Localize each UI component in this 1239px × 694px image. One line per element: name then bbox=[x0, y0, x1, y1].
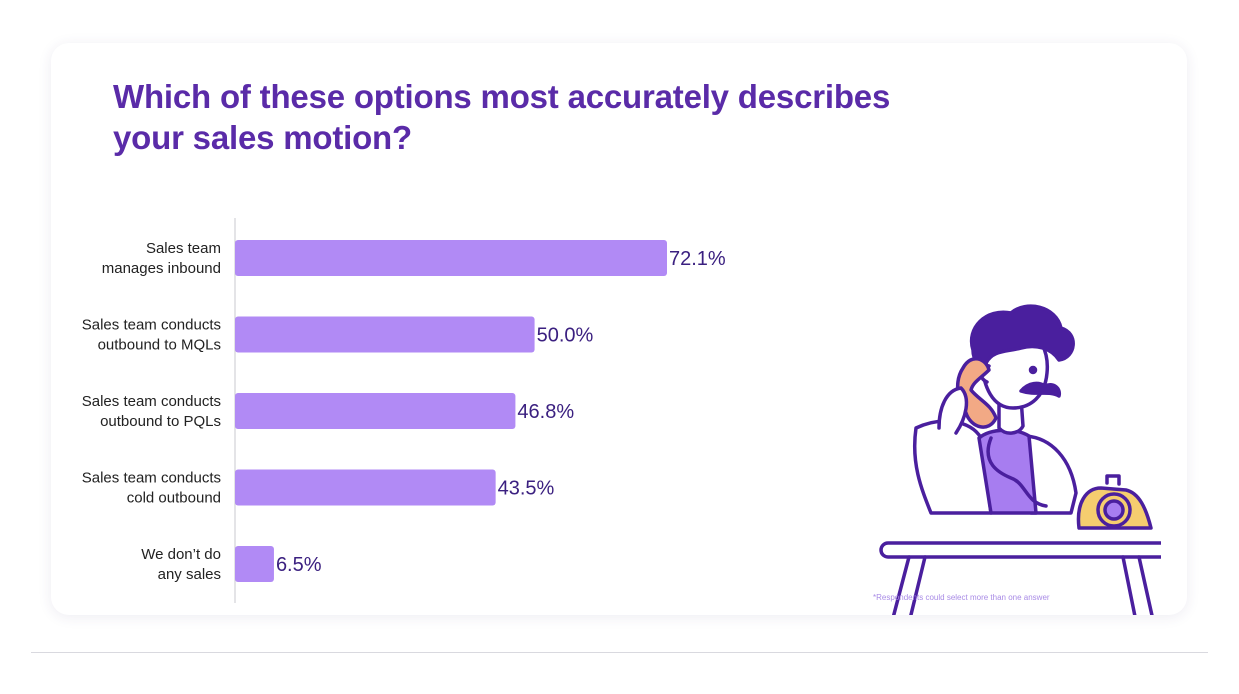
category-label-line: We don’t do bbox=[141, 546, 221, 563]
category-label-line: outbound to MQLs bbox=[98, 337, 221, 354]
footnote: *Respondents could select more than one … bbox=[873, 593, 1050, 602]
category-label-line: Sales team bbox=[146, 240, 221, 257]
chart-title: Which of these options most accurately d… bbox=[113, 78, 891, 156]
category-label-line: Sales team conducts bbox=[82, 470, 221, 487]
bar bbox=[235, 240, 667, 276]
category-label-line: manages inbound bbox=[102, 260, 221, 277]
category-label: Sales team conducts cold outbound bbox=[82, 470, 221, 507]
category-label-line: cold outbound bbox=[127, 490, 221, 507]
bar bbox=[235, 393, 516, 429]
man-on-telephone-illustration bbox=[879, 304, 1161, 615]
table-leg-right bbox=[1121, 555, 1154, 615]
category-label: Sales team conducts outbound to PQLs bbox=[82, 393, 221, 430]
category-label-line: Sales team conducts bbox=[82, 317, 221, 334]
category-label: Sales team conducts outbound to MQLs bbox=[82, 317, 221, 354]
jacket-outline bbox=[912, 419, 993, 515]
bar bbox=[235, 546, 274, 582]
bar bbox=[235, 316, 535, 353]
chart-card: Which of these options most accurately d… bbox=[51, 43, 1187, 615]
jacket-right-outline bbox=[1024, 434, 1078, 515]
bottom-divider bbox=[31, 652, 1208, 653]
category-label: We don’t do any sales bbox=[141, 546, 221, 583]
category-label: Sales team manages inbound bbox=[102, 240, 221, 277]
table-leg-left bbox=[891, 555, 927, 615]
category-label-line: any sales bbox=[158, 566, 221, 583]
table-top bbox=[879, 541, 1161, 559]
value-label: 43.5% bbox=[498, 478, 555, 500]
value-label: 50.0% bbox=[537, 325, 594, 347]
shirt bbox=[977, 428, 1038, 515]
mustache bbox=[1019, 381, 1062, 398]
bar bbox=[235, 469, 496, 506]
category-label-line: Sales team conducts bbox=[82, 393, 221, 410]
value-label: 6.5% bbox=[276, 554, 322, 576]
value-label: 72.1% bbox=[669, 248, 726, 270]
category-label-line: outbound to PQLs bbox=[100, 413, 221, 430]
bar-chart: 72.1% Sales team manages inbound 50.0% Sales… bbox=[82, 218, 726, 603]
value-label: 46.8% bbox=[517, 401, 574, 423]
